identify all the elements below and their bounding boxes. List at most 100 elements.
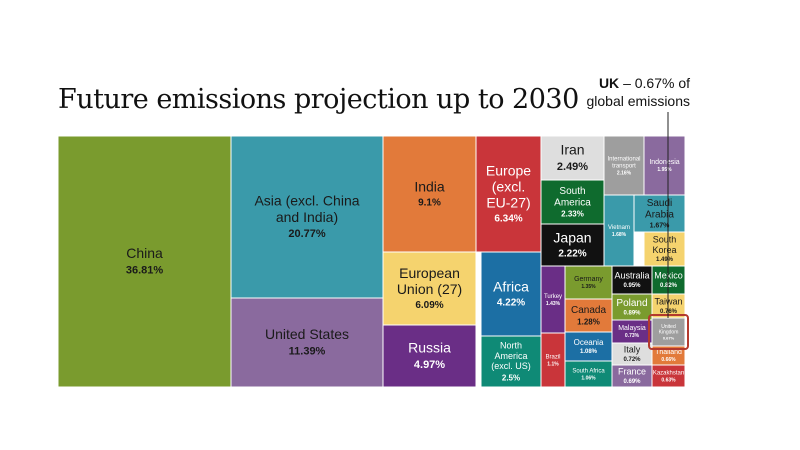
treemap-cell-china: China 36.81%: [57, 135, 232, 388]
treemap-rect-iran: [540, 135, 605, 181]
annotation-text: – 0.67% of global emissions: [586, 75, 691, 109]
treemap-cell-europe-excl-eu-27: Europe (excl. EU-27) 6.34%: [475, 135, 542, 253]
cell-value-iran: 2.49%: [557, 161, 588, 173]
cell-value-kazakhstan: 0.63%: [661, 377, 676, 383]
chart-title: Future emissions projection up to 2030: [58, 84, 579, 115]
cell-value-united-kingdom: 0.67%: [663, 335, 675, 340]
cell-value-italy: 0.72%: [623, 357, 641, 363]
cell-name-russia: Russia: [408, 340, 451, 356]
cell-name-thailand: Thailand: [655, 349, 682, 356]
treemap-cell-iran: Iran 2.49%: [540, 135, 605, 181]
cell-value-india: 9.1%: [418, 197, 441, 208]
treemap-rect-brazil: [540, 332, 566, 388]
cell-name-canada: Canada: [571, 305, 606, 316]
cell-value-south-america: 2.33%: [561, 210, 584, 219]
treemap-rect-india: [382, 135, 477, 253]
cell-value-north-america-excl-us: 2.5%: [502, 373, 520, 382]
treemap-cell-india: India 9.1%: [382, 135, 477, 253]
treemap-rect-poland: [611, 293, 653, 321]
cell-name-international-transport: International transport: [607, 156, 640, 169]
treemap-cell-italy: Italy 0.72%: [611, 342, 653, 366]
cell-value-poland: 0.89%: [623, 310, 641, 316]
treemap-rect-united-kingdom: [651, 317, 686, 347]
treemap-cell-australia: Australia 0.95%: [611, 265, 653, 295]
cell-value-european-union-27: 6.09%: [415, 300, 443, 311]
treemap-rect-vietnam: [603, 194, 635, 267]
cell-value-asia-excl-china-and-india: 20.77%: [288, 228, 326, 240]
cell-value-united-states: 11.39%: [289, 346, 326, 358]
cell-value-africa: 4.22%: [497, 297, 525, 308]
treemap-rect-japan: [540, 223, 605, 267]
treemap-rect-saudi-arabia: [633, 194, 686, 233]
treemap-rect-asia-excl-china-and-india: [230, 135, 384, 299]
cell-value-europe-excl-eu-27: 6.34%: [494, 213, 522, 224]
cell-value-saudi-arabia: 1.67%: [650, 222, 671, 229]
cell-value-brazil: 1.1%: [547, 361, 559, 367]
cell-value-canada: 1.28%: [577, 317, 600, 326]
cell-name-africa: Africa: [493, 278, 529, 294]
cell-value-international-transport: 2.16%: [617, 170, 632, 176]
treemap-cell-oceania: Oceania 1.08%: [564, 331, 613, 362]
cell-name-china: China: [126, 245, 163, 261]
treemap-cell-asia-excl-china-and-india: Asia (excl. China and India) 20.77%: [230, 135, 384, 299]
cell-value-oceania: 1.08%: [580, 349, 598, 355]
cell-value-south-africa: 1.06%: [581, 375, 596, 381]
cell-name-australia: Australia: [614, 271, 649, 281]
cell-name-indonesia: Indonesia: [649, 159, 679, 166]
treemap-rect-germany: [564, 265, 613, 300]
treemap-cell-north-america-excl-us: North America (excl. US) 2.5%: [480, 335, 542, 388]
cell-value-thailand: 0.66%: [661, 357, 676, 363]
cell-name-north-america-excl-us: North America (excl. US): [491, 340, 531, 371]
cell-name-france: France: [618, 367, 646, 377]
cell-name-brazil: Brazil: [545, 354, 560, 360]
cell-value-mexico: 0.82%: [660, 283, 678, 289]
uk-annotation: UK – 0.67% of global emissions: [560, 74, 691, 110]
cell-value-taiwan: 0.76%: [660, 309, 678, 315]
cell-value-france: 0.69%: [623, 379, 641, 385]
cell-name-iran: Iran: [560, 142, 584, 158]
treemap-rect-europe-excl-eu-27: [475, 135, 542, 253]
treemap-cell-south-korea: South Korea 1.49%: [643, 231, 686, 267]
cell-name-south-korea: South Korea: [652, 234, 676, 254]
cell-value-malaysia: 0.73%: [625, 333, 640, 339]
cell-name-japan: Japan: [553, 229, 591, 245]
cell-name-europe-excl-eu-27: Europe (excl. EU-27): [486, 162, 531, 210]
cell-value-south-korea: 1.49%: [656, 257, 674, 263]
cell-value-indonesia: 1.95%: [657, 167, 672, 173]
treemap-rect-africa: [480, 251, 542, 337]
cell-name-oceania: Oceania: [574, 338, 604, 347]
cell-name-turkey: Turkey: [544, 294, 562, 300]
cell-value-turkey: 1.43%: [546, 301, 561, 307]
treemap-cell-africa: Africa 4.22%: [480, 251, 542, 337]
cell-name-united-kingdom: United Kingdom: [659, 324, 679, 336]
cell-name-south-america: South America: [554, 186, 591, 209]
cell-value-russia: 4.97%: [414, 359, 445, 371]
cell-name-united-states: United States: [265, 326, 349, 342]
cell-name-european-union-27: European Union (27): [397, 265, 462, 297]
treemap-cell-united-states: United States 11.39%: [230, 297, 384, 388]
cell-value-japan: 2.22%: [558, 248, 586, 259]
cell-name-saudi-arabia: Saudi Arabia: [645, 198, 674, 221]
treemap-cell-russia: Russia 4.97%: [382, 324, 477, 388]
treemap-rect-china: [57, 135, 232, 388]
treemap-rect-south-korea: [643, 231, 686, 267]
cell-name-italy: Italy: [624, 345, 641, 355]
treemap-rect-kazakhstan: [651, 364, 686, 388]
treemap-rect-united-states: [230, 297, 384, 388]
treemap-cell-japan: Japan 2.22%: [540, 223, 605, 267]
cell-name-asia-excl-china-and-india: Asia (excl. China and India): [254, 193, 359, 225]
cell-value-germany: 1.35%: [581, 284, 596, 290]
